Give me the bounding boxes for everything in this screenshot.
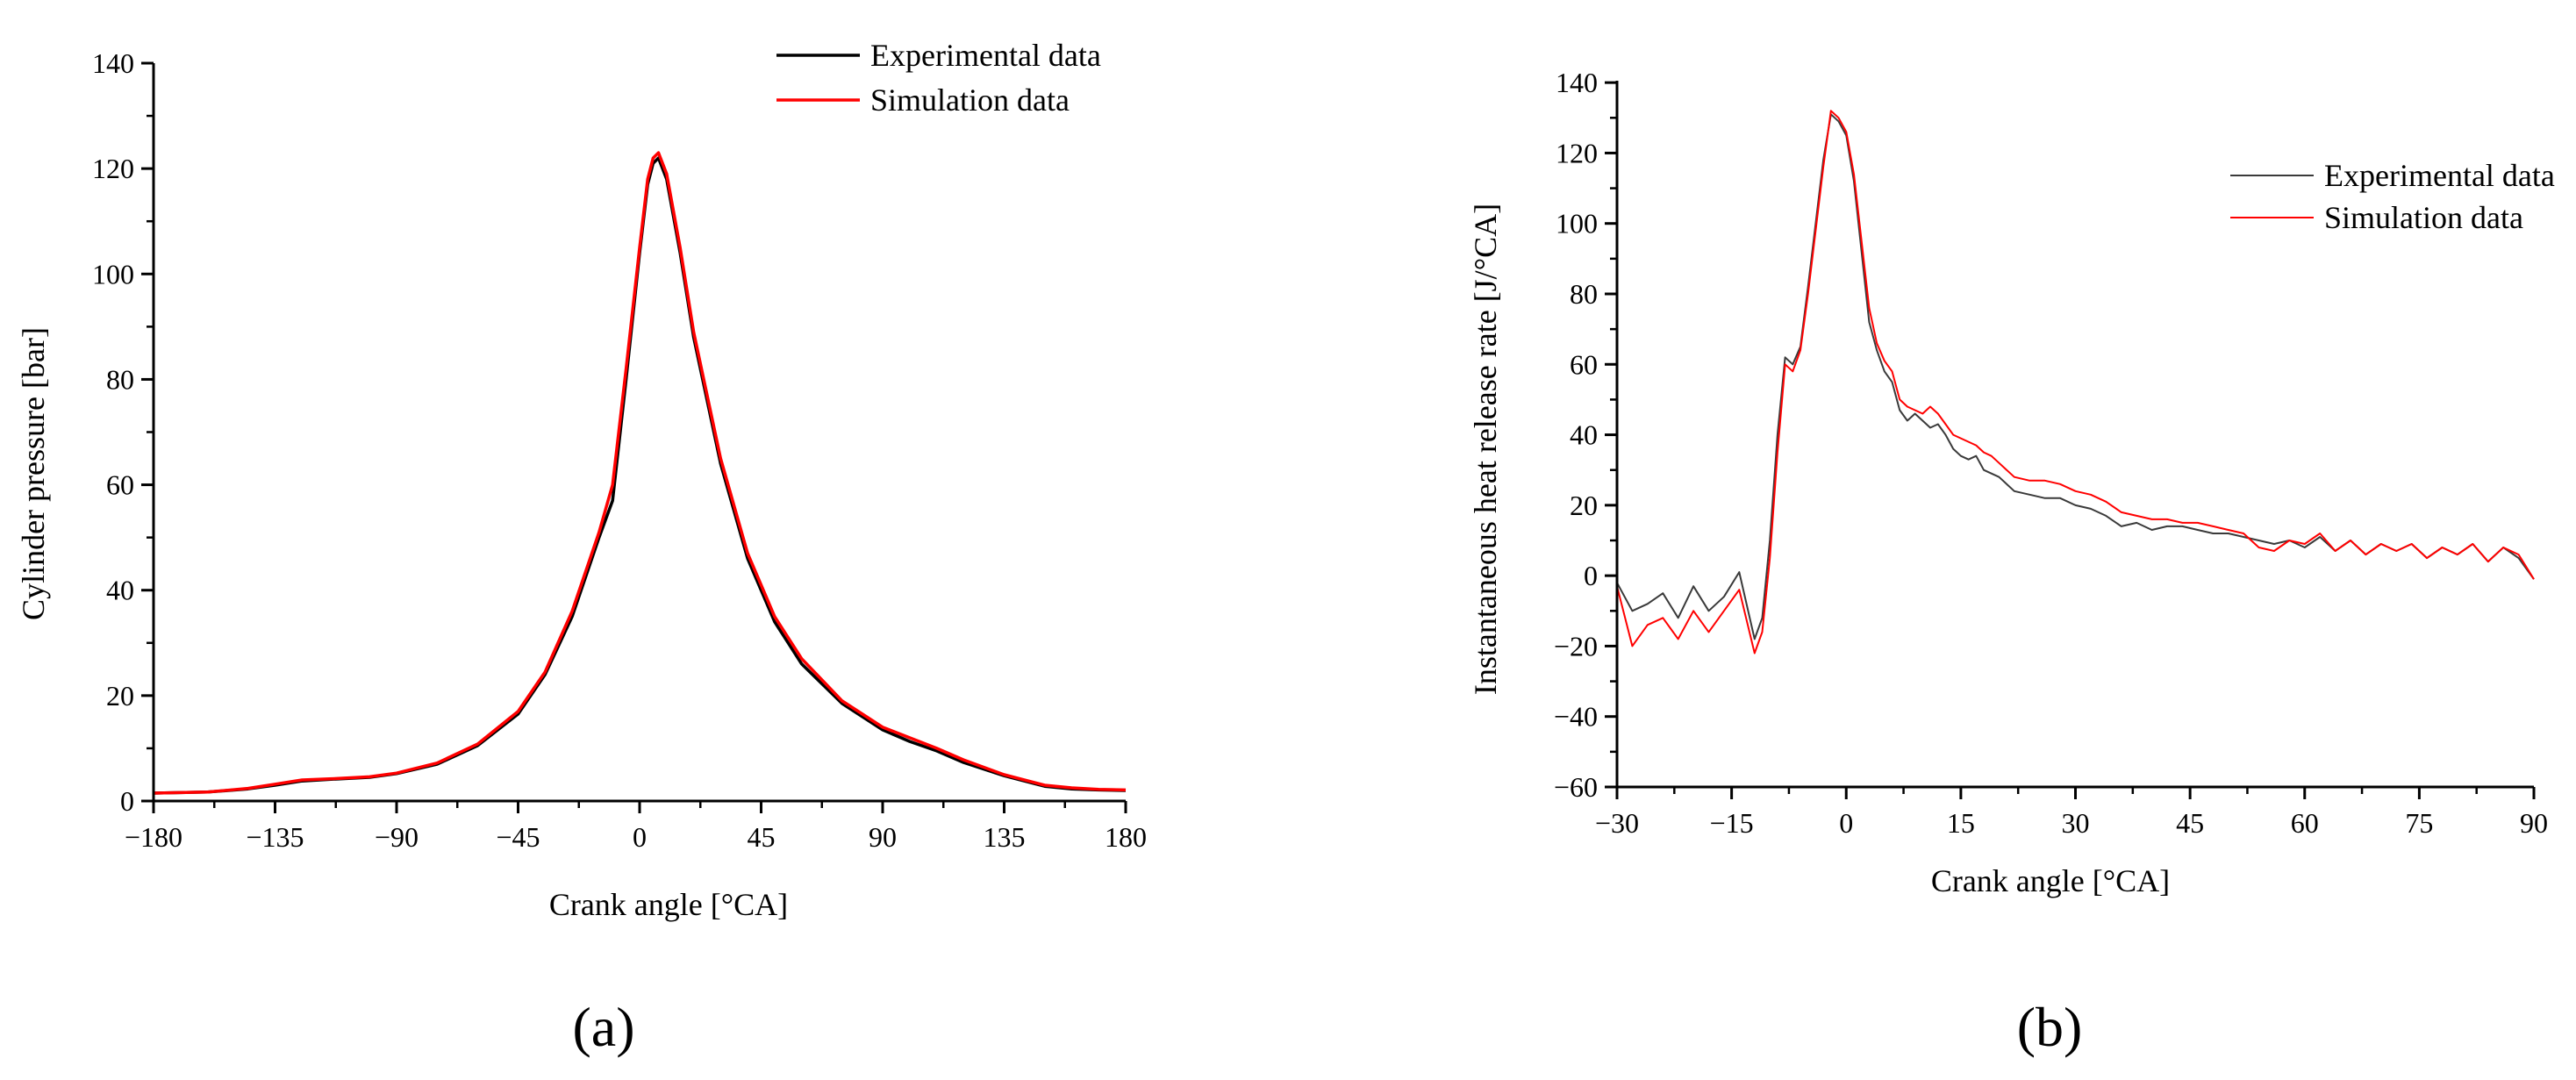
x-tick-label: −180 [125,821,182,853]
series-group [1616,110,2535,654]
x-tick-label: 45 [2176,807,2204,839]
x-tick-label: 0 [633,821,647,853]
x-tick-label: 75 [2405,807,2433,839]
x-tick-label: −15 [1710,807,1754,839]
y-tick-label: 100 [1556,208,1598,240]
x-tick-label: 135 [984,821,1026,853]
chart-panel-b: −30 −15 0 15 30 45 60 75 90 −60 −40 −20 0 20 40 60 80 100… [1468,67,2555,898]
legend-label: Experimental data [870,38,1101,73]
series-line-simulation [1616,110,2535,654]
tick-group: −30 −15 0 15 30 45 60 75 90 −60 −40 −20 0 20 40 60 80 100… [1554,67,2548,839]
y-tick-label: 100 [92,258,134,290]
legend-label: Simulation data [2324,200,2523,235]
y-tick-label: 0 [1584,560,1598,591]
y-tick-label: 40 [1570,419,1598,451]
series-line-simulation [153,151,1127,795]
axes [152,63,1126,803]
x-tick-label: 0 [1839,807,1853,839]
y-tick-label: 80 [106,363,134,395]
legend-label: Simulation data [870,82,1070,118]
legend: Experimental data Simulation data [776,38,1101,118]
y-tick-label: −60 [1554,771,1598,803]
y-tick-label: 120 [1556,137,1598,168]
chart-panel-a: −180 −135 −90 −45 0 45 90 135 180 0 20 40 60 80 100 120… [16,38,1147,922]
x-axis-label: Crank angle [°CA] [1931,863,2170,898]
tick-group: −180 −135 −90 −45 0 45 90 135 180 0 20 40 60 80 100 120… [92,47,1147,853]
y-tick-label: 120 [92,153,134,184]
x-tick-label: −45 [496,821,540,853]
y-tick-label: 40 [106,575,134,606]
y-tick-label: 20 [1570,490,1598,521]
legend: Experimental data Simulation data [2230,158,2555,235]
series-line-experimental [1616,113,2535,640]
y-tick-label: 60 [106,469,134,501]
y-tick-label: 60 [1570,348,1598,380]
x-tick-label: −135 [246,821,304,853]
y-axis-label: Instantaneous heat release rate [J/°CA] [1468,204,1503,695]
x-tick-label: −30 [1595,807,1639,839]
y-tick-label: 80 [1570,278,1598,310]
y-tick-label: 0 [120,785,134,817]
panel-label-a: (a) [572,996,634,1058]
y-tick-label: 140 [92,47,134,79]
y-tick-label: 20 [106,680,134,712]
x-tick-label: −90 [375,821,419,853]
x-tick-label: 180 [1105,821,1147,853]
legend-label: Experimental data [2324,158,2555,193]
x-tick-label: 90 [869,821,897,853]
x-tick-label: 30 [2062,807,2090,839]
x-tick-label: 60 [2291,807,2319,839]
x-tick-label: 15 [1947,807,1975,839]
y-tick-label: 140 [1556,67,1598,98]
y-tick-label: −40 [1554,701,1598,733]
x-tick-label: 45 [748,821,776,853]
x-axis-label: Crank angle [°CA] [549,887,788,922]
series-group [153,151,1127,795]
y-tick-label: −20 [1554,630,1598,662]
y-axis-label: Cylinder pressure [bar] [16,327,51,620]
x-tick-label: 90 [2520,807,2548,839]
panel-label-b: (b) [2017,996,2083,1058]
